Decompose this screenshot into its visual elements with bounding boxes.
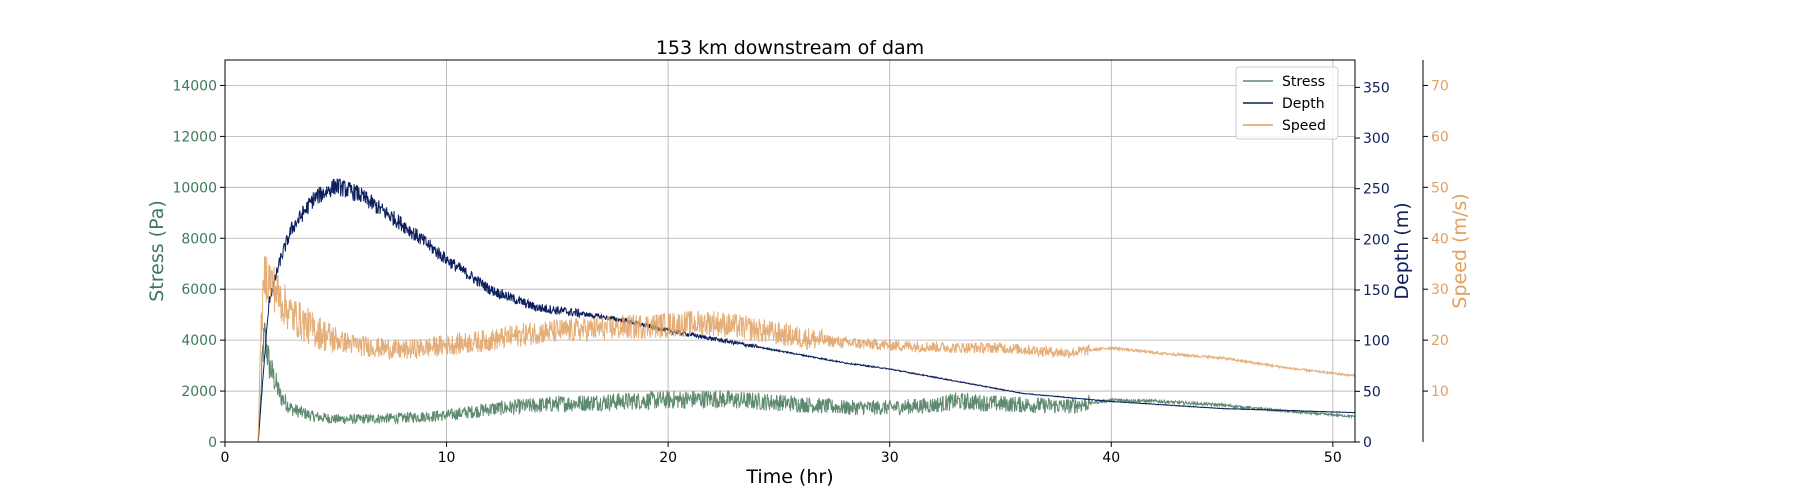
depth-axis-label: Depth (m) xyxy=(1391,202,1413,299)
speed-tick-label: 70 xyxy=(1431,78,1449,94)
speed-tick-label: 10 xyxy=(1431,384,1449,400)
stress-tick-label: 8000 xyxy=(181,231,217,247)
stress-tick-label: 6000 xyxy=(181,282,217,298)
axes-layer: 0 10 20 30 40 5002000400060008000100001200014… xyxy=(172,60,1449,466)
series-line-speed xyxy=(225,256,1356,443)
stress-tick-label: 12000 xyxy=(172,129,217,145)
x-tick-label: 20 xyxy=(659,450,677,466)
legend-label-depth: Depth xyxy=(1282,96,1325,112)
speed-tick-label: 60 xyxy=(1431,129,1449,145)
legend-label-stress: Stress xyxy=(1282,74,1325,90)
speed-tick-label: 30 xyxy=(1431,282,1449,298)
legend: Stress Depth Speed xyxy=(1235,66,1339,140)
depth-tick-label: 50 xyxy=(1363,384,1381,400)
series-line-stress xyxy=(225,322,1356,443)
series-layer xyxy=(225,178,1356,443)
stress-tick-label: 4000 xyxy=(181,333,217,349)
depth-tick-label: 150 xyxy=(1363,283,1390,299)
speed-tick-label: 20 xyxy=(1431,333,1449,349)
x-tick-label: 0 xyxy=(221,450,230,466)
speed-axis-label: Speed (m/s) xyxy=(1449,193,1471,308)
depth-tick-label: 300 xyxy=(1363,131,1390,147)
legend-box xyxy=(1235,66,1339,140)
x-tick-label: 10 xyxy=(438,450,456,466)
stress-axis-label: Stress (Pa) xyxy=(146,200,168,302)
depth-tick-label: 0 xyxy=(1363,435,1372,451)
stress-tick-label: 14000 xyxy=(172,78,217,94)
depth-tick-label: 250 xyxy=(1363,182,1390,198)
stress-tick-label: 0 xyxy=(208,435,217,451)
stress-tick-label: 10000 xyxy=(172,180,217,196)
legend-label-speed: Speed xyxy=(1282,118,1326,134)
speed-tick-label: 50 xyxy=(1431,180,1449,196)
depth-tick-label: 200 xyxy=(1363,232,1390,248)
x-tick-label: 40 xyxy=(1102,450,1120,466)
series-line-depth xyxy=(225,178,1356,443)
stress-tick-label: 2000 xyxy=(181,384,217,400)
plot-frame xyxy=(224,59,1356,443)
x-tick-label: 50 xyxy=(1324,450,1342,466)
x-axis-label: Time (hr) xyxy=(745,466,833,488)
depth-tick-label: 350 xyxy=(1363,80,1390,96)
chart-title: 153 km downstream of dam xyxy=(656,37,924,59)
depth-tick-label: 100 xyxy=(1363,334,1390,350)
x-tick-label: 30 xyxy=(881,450,899,466)
speed-tick-label: 40 xyxy=(1431,231,1449,247)
